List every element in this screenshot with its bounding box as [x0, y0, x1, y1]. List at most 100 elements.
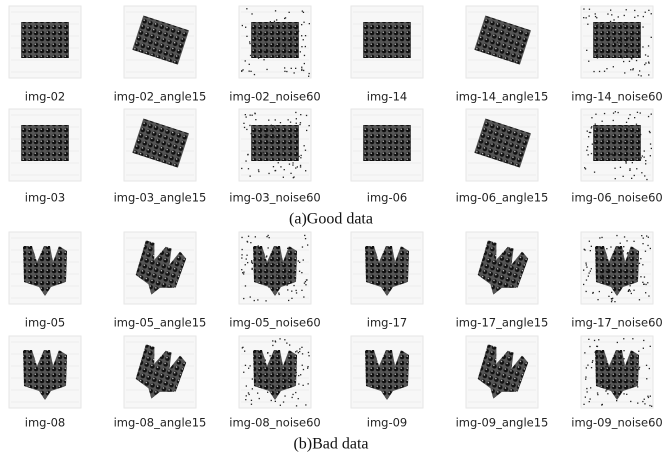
noise-dot: [625, 140, 626, 141]
noise-dot: [647, 282, 648, 283]
noise-dot: [265, 364, 266, 365]
noise-dot: [645, 12, 646, 13]
noise-dot: [639, 263, 640, 264]
noise-dot: [280, 405, 281, 406]
noise-dot: [588, 154, 589, 155]
noise-dot: [259, 398, 260, 399]
noise-dot: [307, 366, 308, 367]
noise-dot: [586, 50, 587, 51]
noise-dot: [608, 156, 609, 157]
noise-dot: [292, 45, 293, 46]
image-label: img-05: [25, 316, 65, 330]
pattern-shape: [251, 22, 299, 58]
noise-dot: [636, 269, 637, 270]
thumbnail: [351, 232, 423, 304]
noise-dot: [246, 255, 247, 256]
noise-dot: [245, 160, 246, 161]
noise-dot: [600, 276, 601, 277]
noise-dot: [650, 143, 651, 144]
noise-dot: [650, 346, 651, 347]
noise-dot: [597, 392, 598, 393]
noise-dot: [292, 162, 293, 163]
noise-dot: [271, 125, 272, 126]
noise-dot: [606, 389, 607, 390]
noise-dot: [273, 149, 274, 150]
noise-dot: [299, 156, 300, 157]
thumbnail: [581, 232, 653, 304]
noise-dot: [243, 123, 244, 124]
noise-dot: [271, 255, 272, 256]
noise-dot: [645, 62, 646, 63]
noise-dot: [284, 339, 285, 340]
noise-dot: [630, 69, 631, 70]
noise-dot: [589, 132, 590, 133]
noise-dot: [291, 44, 292, 45]
noise-dot: [606, 54, 607, 55]
noise-dot: [289, 344, 290, 345]
noise-dot: [272, 131, 273, 132]
noise-dot: [305, 284, 306, 285]
noise-dot: [289, 57, 290, 58]
noise-dot: [602, 52, 603, 53]
noise-dot: [628, 37, 629, 38]
noise-dot: [616, 235, 617, 236]
noise-dot: [242, 272, 243, 273]
noise-dot: [248, 368, 249, 369]
noise-dot: [284, 67, 285, 68]
noise-dot: [293, 272, 294, 273]
noise-dot: [266, 69, 267, 70]
noise-dot: [607, 393, 608, 394]
noise-dot: [245, 399, 246, 400]
noise-dot: [295, 278, 296, 279]
noise-dot: [586, 17, 587, 18]
noise-dot: [637, 53, 638, 54]
noise-dot: [606, 382, 607, 383]
noise-dot: [308, 355, 309, 356]
noise-dot: [296, 133, 297, 134]
noise-dot: [604, 113, 605, 114]
noise-dot: [644, 276, 645, 277]
noise-dot: [583, 270, 584, 271]
noise-dot: [649, 368, 650, 369]
noise-dot: [598, 259, 599, 260]
noise-dot: [300, 165, 301, 166]
noise-dot: [622, 126, 623, 127]
noise-dot: [646, 179, 647, 180]
noise-dot: [245, 60, 246, 61]
noise-dot: [300, 166, 301, 167]
noise-dot: [639, 367, 640, 368]
noise-dot: [631, 357, 632, 358]
noise-dot: [637, 357, 638, 358]
noise-dot: [586, 279, 587, 280]
noise-dot: [306, 115, 307, 116]
noise-dot: [634, 17, 635, 18]
noise-dot: [252, 268, 253, 269]
image-label: img-08_angle15: [114, 416, 207, 430]
noise-dot: [244, 351, 245, 352]
noise-dot: [633, 290, 634, 291]
noise-dot: [604, 71, 605, 72]
noise-dot: [603, 139, 604, 140]
noise-dot: [651, 37, 652, 38]
noise-dot: [624, 15, 625, 16]
noise-dot: [246, 36, 247, 37]
thumbnail: [9, 109, 81, 181]
noise-dot: [245, 264, 246, 265]
noise-dot: [629, 114, 630, 115]
noise-dot: [637, 403, 638, 404]
noise-dot: [291, 146, 292, 147]
noise-dot: [302, 365, 303, 366]
noise-dot: [649, 132, 650, 133]
noise-dot: [255, 119, 256, 120]
noise-dot: [600, 39, 601, 40]
noise-dot: [282, 150, 283, 151]
noise-dot: [247, 154, 248, 155]
noise-dot: [605, 131, 606, 132]
noise-dot: [598, 48, 599, 49]
noise-dot: [618, 356, 619, 357]
noise-dot: [277, 370, 278, 371]
noise-dot: [609, 384, 610, 385]
thumbnail: [581, 336, 653, 408]
noise-dot: [627, 253, 628, 254]
noise-dot: [243, 372, 244, 373]
